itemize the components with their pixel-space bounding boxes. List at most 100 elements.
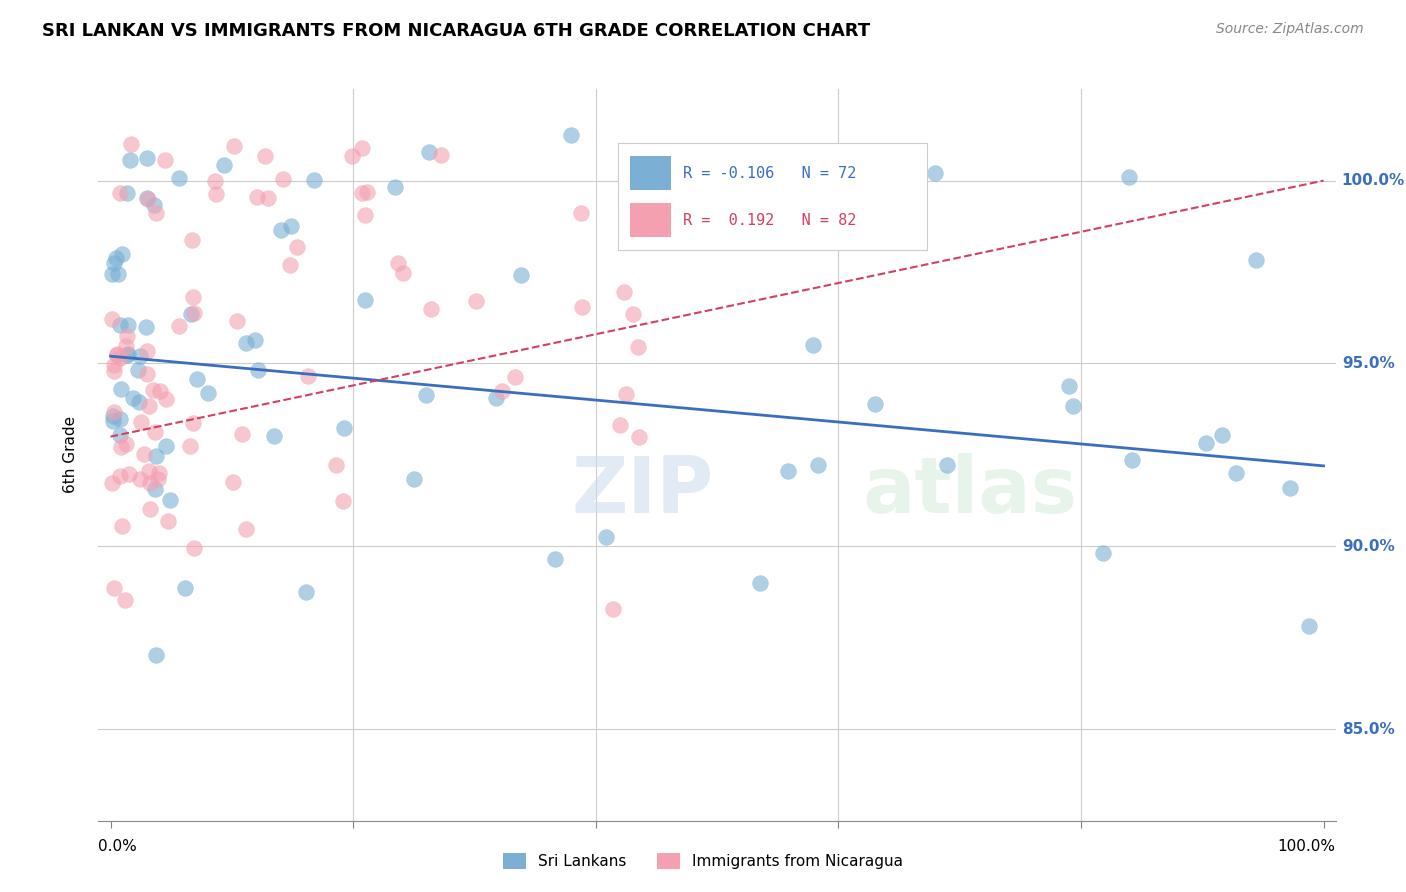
Point (138, 464, 160, 478)
Point (108, 412, 131, 426)
Text: R =  0.192   N = 82: R = 0.192 N = 82 (683, 212, 856, 227)
Text: 95.0%: 95.0% (1341, 356, 1395, 371)
Point (117, 318, 139, 333)
Point (402, 472, 425, 486)
Point (295, 584, 318, 599)
Point (101, 413, 124, 427)
Point (138, 475, 160, 490)
Text: R = -0.106   N = 72: R = -0.106 N = 72 (683, 166, 856, 180)
Point (157, 515, 180, 529)
Point (621, 307, 644, 321)
Point (212, 159, 235, 173)
Point (595, 529, 617, 543)
Point (271, 172, 294, 186)
Point (129, 416, 152, 430)
Point (145, 206, 167, 220)
Point (807, 458, 830, 472)
Point (1062, 399, 1084, 413)
Point (153, 153, 176, 167)
Point (226, 314, 249, 328)
Point (430, 147, 453, 161)
Point (356, 185, 378, 199)
Point (333, 420, 356, 434)
Point (155, 439, 177, 453)
Point (128, 472, 150, 486)
Point (302, 173, 325, 187)
Point (117, 347, 139, 361)
Point (104, 251, 127, 265)
Point (560, 128, 582, 142)
Point (1211, 428, 1233, 442)
Point (231, 427, 253, 442)
Point (1225, 467, 1247, 481)
Point (332, 493, 354, 508)
Text: atlas: atlas (863, 453, 1077, 530)
Point (863, 397, 886, 411)
Point (263, 429, 285, 443)
Point (135, 151, 157, 165)
Point (464, 293, 486, 308)
Point (354, 293, 377, 307)
Point (1244, 253, 1267, 268)
Point (180, 233, 202, 247)
Point (135, 367, 157, 381)
Point (167, 171, 190, 186)
Point (136, 192, 159, 206)
Point (1195, 436, 1218, 450)
Point (1091, 546, 1114, 560)
Point (280, 219, 302, 233)
Point (148, 466, 170, 480)
Point (117, 186, 139, 201)
Point (186, 372, 208, 386)
Point (1121, 452, 1143, 467)
Point (254, 149, 277, 163)
Point (120, 137, 142, 152)
Point (143, 482, 166, 496)
Point (419, 301, 441, 316)
Point (114, 593, 136, 607)
Point (145, 450, 167, 464)
Point (111, 518, 134, 533)
Point (103, 409, 125, 424)
Point (110, 318, 132, 332)
Point (135, 320, 157, 334)
Point (139, 501, 162, 516)
Point (609, 417, 631, 432)
Point (159, 493, 181, 508)
Point (297, 368, 319, 383)
Point (110, 382, 132, 396)
Point (183, 541, 205, 556)
Point (614, 387, 637, 401)
Point (354, 208, 377, 222)
Point (936, 458, 959, 472)
Point (107, 267, 129, 281)
Point (117, 348, 139, 362)
Point (270, 223, 292, 237)
Point (278, 258, 301, 272)
Point (392, 266, 415, 280)
Point (108, 186, 131, 200)
Point (121, 392, 143, 406)
Point (111, 247, 134, 261)
Text: SRI LANKAN VS IMMIGRANTS FROM NICARAGUA 6TH GRADE CORRELATION CHART: SRI LANKAN VS IMMIGRANTS FROM NICARAGUA … (42, 22, 870, 40)
Point (204, 187, 226, 202)
Point (285, 240, 308, 254)
Point (485, 391, 508, 405)
Point (129, 349, 152, 363)
Text: 85.0%: 85.0% (1341, 722, 1395, 737)
Point (103, 582, 125, 596)
Point (628, 430, 651, 444)
Point (197, 385, 219, 400)
Point (105, 347, 128, 361)
Point (149, 384, 172, 398)
Point (183, 306, 205, 320)
Point (243, 334, 266, 348)
Point (114, 437, 136, 451)
Point (569, 206, 592, 220)
Point (110, 351, 132, 366)
Point (627, 340, 650, 354)
Point (103, 364, 125, 378)
Bar (630, 203, 671, 237)
Text: ZIP: ZIP (571, 453, 714, 530)
Point (342, 148, 364, 162)
